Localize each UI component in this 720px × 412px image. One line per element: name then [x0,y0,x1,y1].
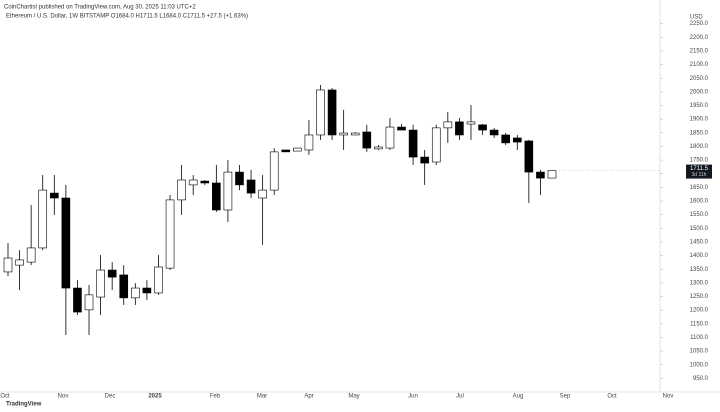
candle-body [304,134,314,151]
x-tick-label: Sep [560,394,571,400]
y-tick-label: 1800.0 [690,144,709,150]
candle-body [536,171,545,179]
candle-body [188,179,198,186]
candle-body [397,126,406,131]
candle-body [420,156,429,164]
candle-body [339,132,348,136]
y-tick-label: 2200.0 [690,35,709,41]
candle-body [455,121,464,136]
candle-body [316,89,325,136]
candle-body [246,179,256,194]
last-price-label: 1711.5 [690,166,709,172]
candle-body [165,199,175,269]
y-tick-label: 2050.0 [690,76,709,82]
currency: USD [690,15,703,21]
y-tick-label: 1300.0 [690,280,709,286]
candle-body [512,137,522,143]
logo: TradingView [6,402,42,408]
y-tick-label: 1350.0 [690,267,709,273]
x-tick-label: Jun [408,394,418,400]
y-tick-label: 1650.0 [690,185,709,191]
x-tick-label: Oct [607,394,617,400]
x-tick-label: Nov [58,394,69,400]
countdown: 3d 11h [692,172,707,178]
candle-body [131,287,140,299]
candle-body [73,287,82,313]
candle-body [374,146,383,150]
candle-body [501,134,511,144]
candle-body [154,266,163,294]
x-tick-label: 2025 [148,394,162,400]
candle-body [96,269,105,298]
y-tick-label: 1750.0 [690,158,709,164]
candle-body [293,147,302,152]
candle-body [466,121,476,125]
y-tick-label: 2150.0 [690,49,709,55]
x-tick-label: Dec [105,394,116,400]
candle-body [385,126,395,149]
candle-body [350,132,360,136]
x-tick-label: Apr [304,394,313,400]
y-tick-label: 2100.0 [690,62,709,68]
y-tick-label: 1100.0 [690,335,709,341]
y-tick-label: 1150.0 [690,321,709,327]
y-tick-label: 2250.0 [690,21,709,27]
candle-body [524,140,534,173]
candle-body [200,180,210,184]
y-tick-label: 1400.0 [690,253,709,259]
candle-body [177,179,186,201]
y-tick-label: 1600.0 [690,199,709,205]
candle-body [327,89,337,136]
candle-body [3,257,13,273]
candle-body [443,121,453,129]
y-tick-label: 1900.0 [690,117,709,123]
symbol-info: Ethereum / U.S. Dollar, 1W BITSTAMP O168… [6,14,248,20]
candle-body [281,149,291,153]
candle-body [431,127,441,163]
candle-body [49,192,59,199]
x-tick-label: Feb [210,394,221,400]
y-tick-label: 1500.0 [690,226,709,232]
y-tick-label: 1850.0 [690,130,709,136]
candle-body [84,294,94,311]
y-tick-label: 1950.0 [690,103,709,109]
candle-body [258,189,267,199]
x-tick-label: Aug [513,394,524,400]
candle-body [107,269,117,278]
x-tick-label: Mar [257,394,267,400]
y-tick-label: 1000.0 [690,362,709,368]
x-tick-label: Oct [0,394,10,400]
y-tick-label: 1550.0 [690,212,709,218]
candle-body [489,129,499,136]
candle-body [362,131,372,149]
last-price-box [686,164,712,179]
y-tick-label: 2000.0 [690,89,709,95]
candle-body [223,171,233,211]
candle-body [269,151,279,191]
candle-body [212,182,221,211]
x-tick-label: May [348,394,359,400]
y-tick-label: 1450.0 [690,240,709,246]
publisher: CoinChartist published on TradingView.co… [4,5,196,11]
candle-body [547,170,557,179]
y-tick-label: 950.0 [693,376,709,382]
y-tick-label: 1250.0 [690,294,709,300]
candle-body [142,287,152,294]
candle-body [408,129,418,158]
y-tick-label: 1050.0 [690,349,709,355]
candle-body [119,274,129,299]
y-tick-label: 1200.0 [690,308,709,314]
candle-body [61,197,71,289]
candle-body [38,189,48,249]
x-tick-label: Jul [456,394,464,400]
candle-body [235,171,244,186]
candle-body [15,259,24,266]
x-tick-label: Nov [663,394,674,400]
candle-body [26,247,36,263]
candle-body [478,124,487,131]
